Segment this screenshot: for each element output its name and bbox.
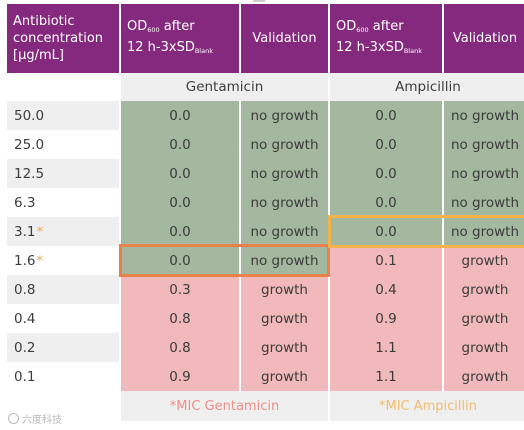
ampicillin-od-cell: 0.0 xyxy=(330,188,442,217)
od-after: after xyxy=(368,18,404,34)
ampicillin-validation-cell: growth xyxy=(444,246,524,275)
ampicillin-od-cell: 0.0 xyxy=(330,101,442,130)
concentration-cell: 6.3 xyxy=(7,188,119,217)
concentration-value: 25.0 xyxy=(14,136,45,153)
watermark: 六度科技 xyxy=(8,411,62,426)
ampicillin-validation-cell: growth xyxy=(444,275,524,304)
concentration-cell: 0.4 xyxy=(7,304,119,333)
concentration-cell: 0.8 xyxy=(7,275,119,304)
header-od-line-2: 12 h-3xSDBlank xyxy=(336,39,422,60)
od-after: after xyxy=(159,18,195,34)
od-prefix: OD xyxy=(127,18,148,34)
header-concentration: Antibiotic concentration [µg/mL] xyxy=(7,4,119,73)
ampicillin-validation-cell: growth xyxy=(444,333,524,362)
gentamicin-validation-cell: growth xyxy=(241,362,328,391)
mic-asterisk: * xyxy=(36,223,44,240)
concentration-value: 50.0 xyxy=(14,107,45,124)
ampicillin-od-cell: 0.1 xyxy=(330,246,442,275)
mic-asterisk: * xyxy=(36,252,44,269)
concentration-value: 0.8 xyxy=(14,281,36,298)
gentamicin-od-cell: 0.0 xyxy=(121,130,239,159)
mic-gentamicin-label: *MIC Gentamicin xyxy=(169,398,280,414)
gentamicin-validation-cell: no growth xyxy=(241,159,328,188)
gentamicin-validation-cell: growth xyxy=(241,333,328,362)
od-prefix: OD xyxy=(336,18,357,34)
concentration-value: 0.2 xyxy=(14,339,36,356)
gentamicin-validation-cell: growth xyxy=(241,275,328,304)
gentamicin-od-cell: 0.0 xyxy=(121,246,239,275)
ampicillin-od-cell: 0.0 xyxy=(330,130,442,159)
concentration-value: 3.1 xyxy=(14,223,36,240)
ampicillin-validation-cell: growth xyxy=(444,304,524,333)
od-blank-subscript: Blank xyxy=(194,46,213,55)
concentration-cell: 50.0 xyxy=(7,101,119,130)
ampicillin-od-cell: 0.9 xyxy=(330,304,442,333)
ampicillin-od-cell: 0.0 xyxy=(330,159,442,188)
od-line2: 12 h-3xSD xyxy=(127,39,195,55)
drug-row-spacer xyxy=(7,73,119,101)
ampicillin-validation-cell: no growth xyxy=(444,217,524,246)
gentamicin-validation-cell: no growth xyxy=(241,188,328,217)
ampicillin-validation-cell: no growth xyxy=(444,159,524,188)
header-ampicillin-validation: Validation xyxy=(444,4,524,73)
header-conc-line-3: [µg/mL] xyxy=(13,48,64,63)
od-line2: 12 h-3xSD xyxy=(336,39,404,55)
concentration-cell: 12.5 xyxy=(7,159,119,188)
mic-ampicillin-label: *MIC Ampicillin xyxy=(378,398,477,414)
ampicillin-od-cell: 0.4 xyxy=(330,275,442,304)
header-gentamicin-od: OD600 after 12 h-3xSDBlank xyxy=(121,4,239,73)
concentration-cell: 0.2 xyxy=(7,333,119,362)
concentration-value: 0.1 xyxy=(14,368,36,385)
header-od-line-2: 12 h-3xSDBlank xyxy=(127,39,213,60)
concentration-cell: 0.1 xyxy=(7,362,119,391)
header-od-line-1: OD600 after xyxy=(336,18,422,39)
ampicillin-od-cell: 1.1 xyxy=(330,362,442,391)
ampicillin-od-cell: 1.1 xyxy=(330,333,442,362)
drug-name-ampicillin: Ampicillin xyxy=(330,73,524,101)
gentamicin-od-cell: 0.0 xyxy=(121,159,239,188)
gentamicin-validation-cell: no growth xyxy=(241,101,328,130)
ampicillin-od-cell: 0.0 xyxy=(330,217,442,246)
watermark-text: 六度科技 xyxy=(22,415,62,426)
ampicillin-validation-cell: no growth xyxy=(444,188,524,217)
gentamicin-od-cell: 0.8 xyxy=(121,304,239,333)
gentamicin-od-cell: 0.8 xyxy=(121,333,239,362)
concentration-value: 1.6 xyxy=(14,252,36,269)
od-blank-subscript: Blank xyxy=(403,46,422,55)
mic-table: Antibiotic concentration [µg/mL] OD600 a… xyxy=(7,4,524,421)
header-ampicillin-od: OD600 after 12 h-3xSDBlank xyxy=(330,4,442,73)
header-conc-line-1: Antibiotic xyxy=(13,14,75,29)
concentration-cell: 25.0 xyxy=(7,130,119,159)
drug-name-gentamicin: Gentamicin xyxy=(121,73,328,101)
header-od-line-1: OD600 after xyxy=(127,18,213,39)
concentration-value: 6.3 xyxy=(14,194,36,211)
footer-mic-gentamicin: *MIC Gentamicin xyxy=(121,391,328,421)
concentration-cell: 3.1 * xyxy=(7,217,119,246)
gentamicin-validation-cell: growth xyxy=(241,304,328,333)
footer-mic-ampicillin: *MIC Ampicillin xyxy=(330,391,524,421)
gentamicin-validation-cell: no growth xyxy=(241,130,328,159)
od-subscript: 600 xyxy=(147,25,160,34)
ampicillin-validation-cell: no growth xyxy=(444,130,524,159)
ampicillin-validation-cell: no growth xyxy=(444,101,524,130)
concentration-value: 0.4 xyxy=(14,310,36,327)
top-marker xyxy=(253,0,265,2)
gentamicin-od-cell: 0.3 xyxy=(121,275,239,304)
footer-spacer xyxy=(7,391,119,421)
header-gentamicin-validation: Validation xyxy=(241,4,328,73)
gentamicin-validation-cell: no growth xyxy=(241,217,328,246)
ampicillin-validation-cell: growth xyxy=(444,362,524,391)
concentration-value: 12.5 xyxy=(14,165,45,182)
watermark-icon xyxy=(8,413,19,424)
od-subscript: 600 xyxy=(356,25,369,34)
concentration-cell: 1.6 * xyxy=(7,246,119,275)
gentamicin-od-cell: 0.0 xyxy=(121,188,239,217)
gentamicin-validation-cell: no growth xyxy=(241,246,328,275)
gentamicin-od-cell: 0.0 xyxy=(121,101,239,130)
gentamicin-od-cell: 0.0 xyxy=(121,217,239,246)
gentamicin-od-cell: 0.9 xyxy=(121,362,239,391)
header-conc-line-2: concentration xyxy=(13,31,104,46)
